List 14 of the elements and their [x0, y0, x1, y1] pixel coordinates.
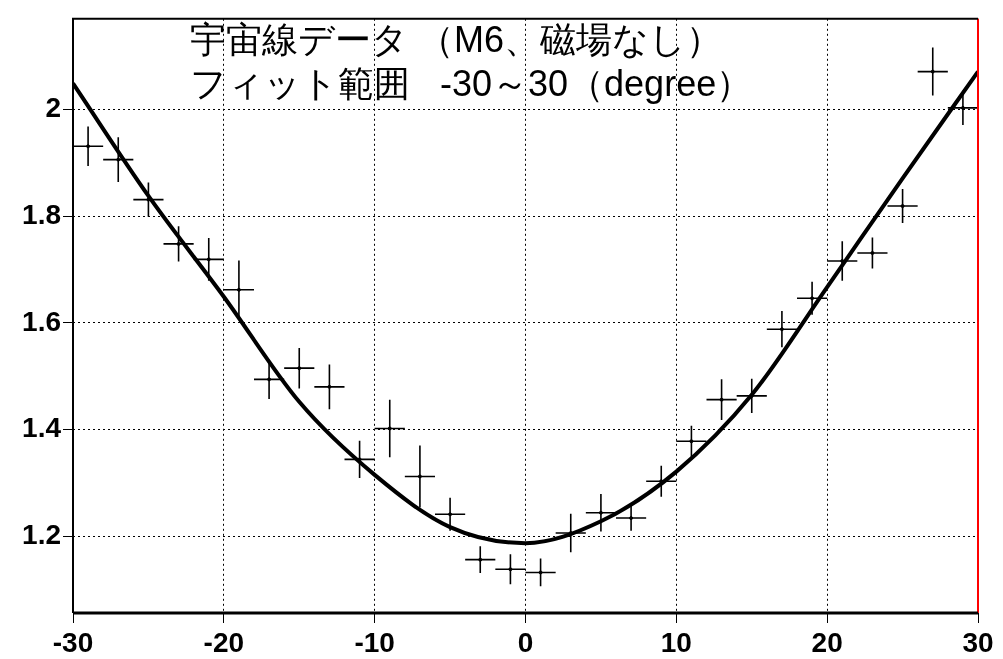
y-tick-label: 1.4: [22, 412, 62, 444]
y-tick-label: 2: [45, 92, 61, 124]
x-tick-label: 0: [517, 626, 534, 658]
y-tick-label: 1.6: [22, 305, 61, 337]
y-tick-label: 1.8: [22, 198, 61, 230]
x-tick-label: -30: [52, 626, 94, 658]
x-tick-label: -20: [203, 626, 245, 658]
x-tick-label: 20: [811, 626, 843, 658]
annotation: フィット範囲 -30～30（degree）: [190, 63, 753, 104]
x-tick-label: -10: [354, 626, 395, 658]
y-tick-label: 1.2: [22, 518, 61, 550]
x-tick-label: 30: [962, 626, 994, 658]
annotation: 宇宙線データ （M6、磁場なし）: [190, 19, 723, 60]
x-tick-label: 10: [660, 626, 692, 658]
